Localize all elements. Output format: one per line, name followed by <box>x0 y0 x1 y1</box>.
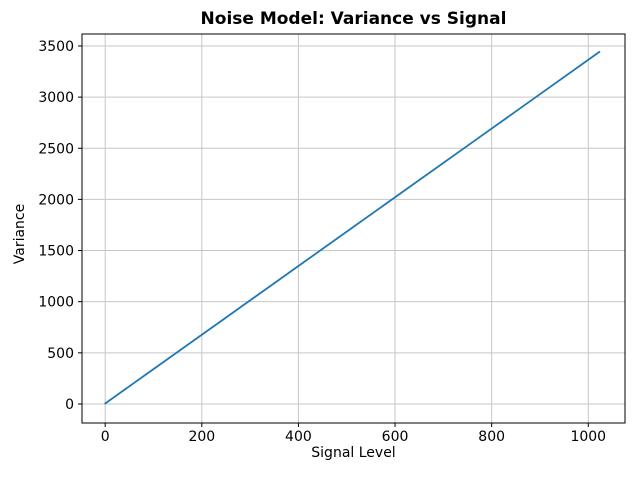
y-tick-label: 2500 <box>38 141 74 157</box>
y-tick-label: 1500 <box>38 244 74 260</box>
y-tick-label: 0 <box>65 397 74 413</box>
x-tick-label: 1000 <box>570 429 606 445</box>
x-tick-label: 800 <box>478 429 505 445</box>
x-tick-label: 600 <box>382 429 409 445</box>
x-tick-label: 400 <box>285 429 312 445</box>
y-tick-label: 1000 <box>38 295 74 311</box>
x-tick-label: 0 <box>101 429 110 445</box>
data-line-variance-line <box>104 51 601 405</box>
x-axis-label: Signal Level <box>311 445 396 461</box>
y-tick-label: 2000 <box>38 192 74 208</box>
chart-title: Noise Model: Variance vs Signal <box>200 9 507 29</box>
axes-frame <box>81 33 626 424</box>
y-tick-label: 3500 <box>38 39 74 55</box>
x-tick-label: 200 <box>188 429 215 445</box>
y-axis-label: Variance <box>12 203 28 265</box>
y-tick-label: 500 <box>47 346 74 362</box>
y-tick-label: 3000 <box>38 90 74 106</box>
